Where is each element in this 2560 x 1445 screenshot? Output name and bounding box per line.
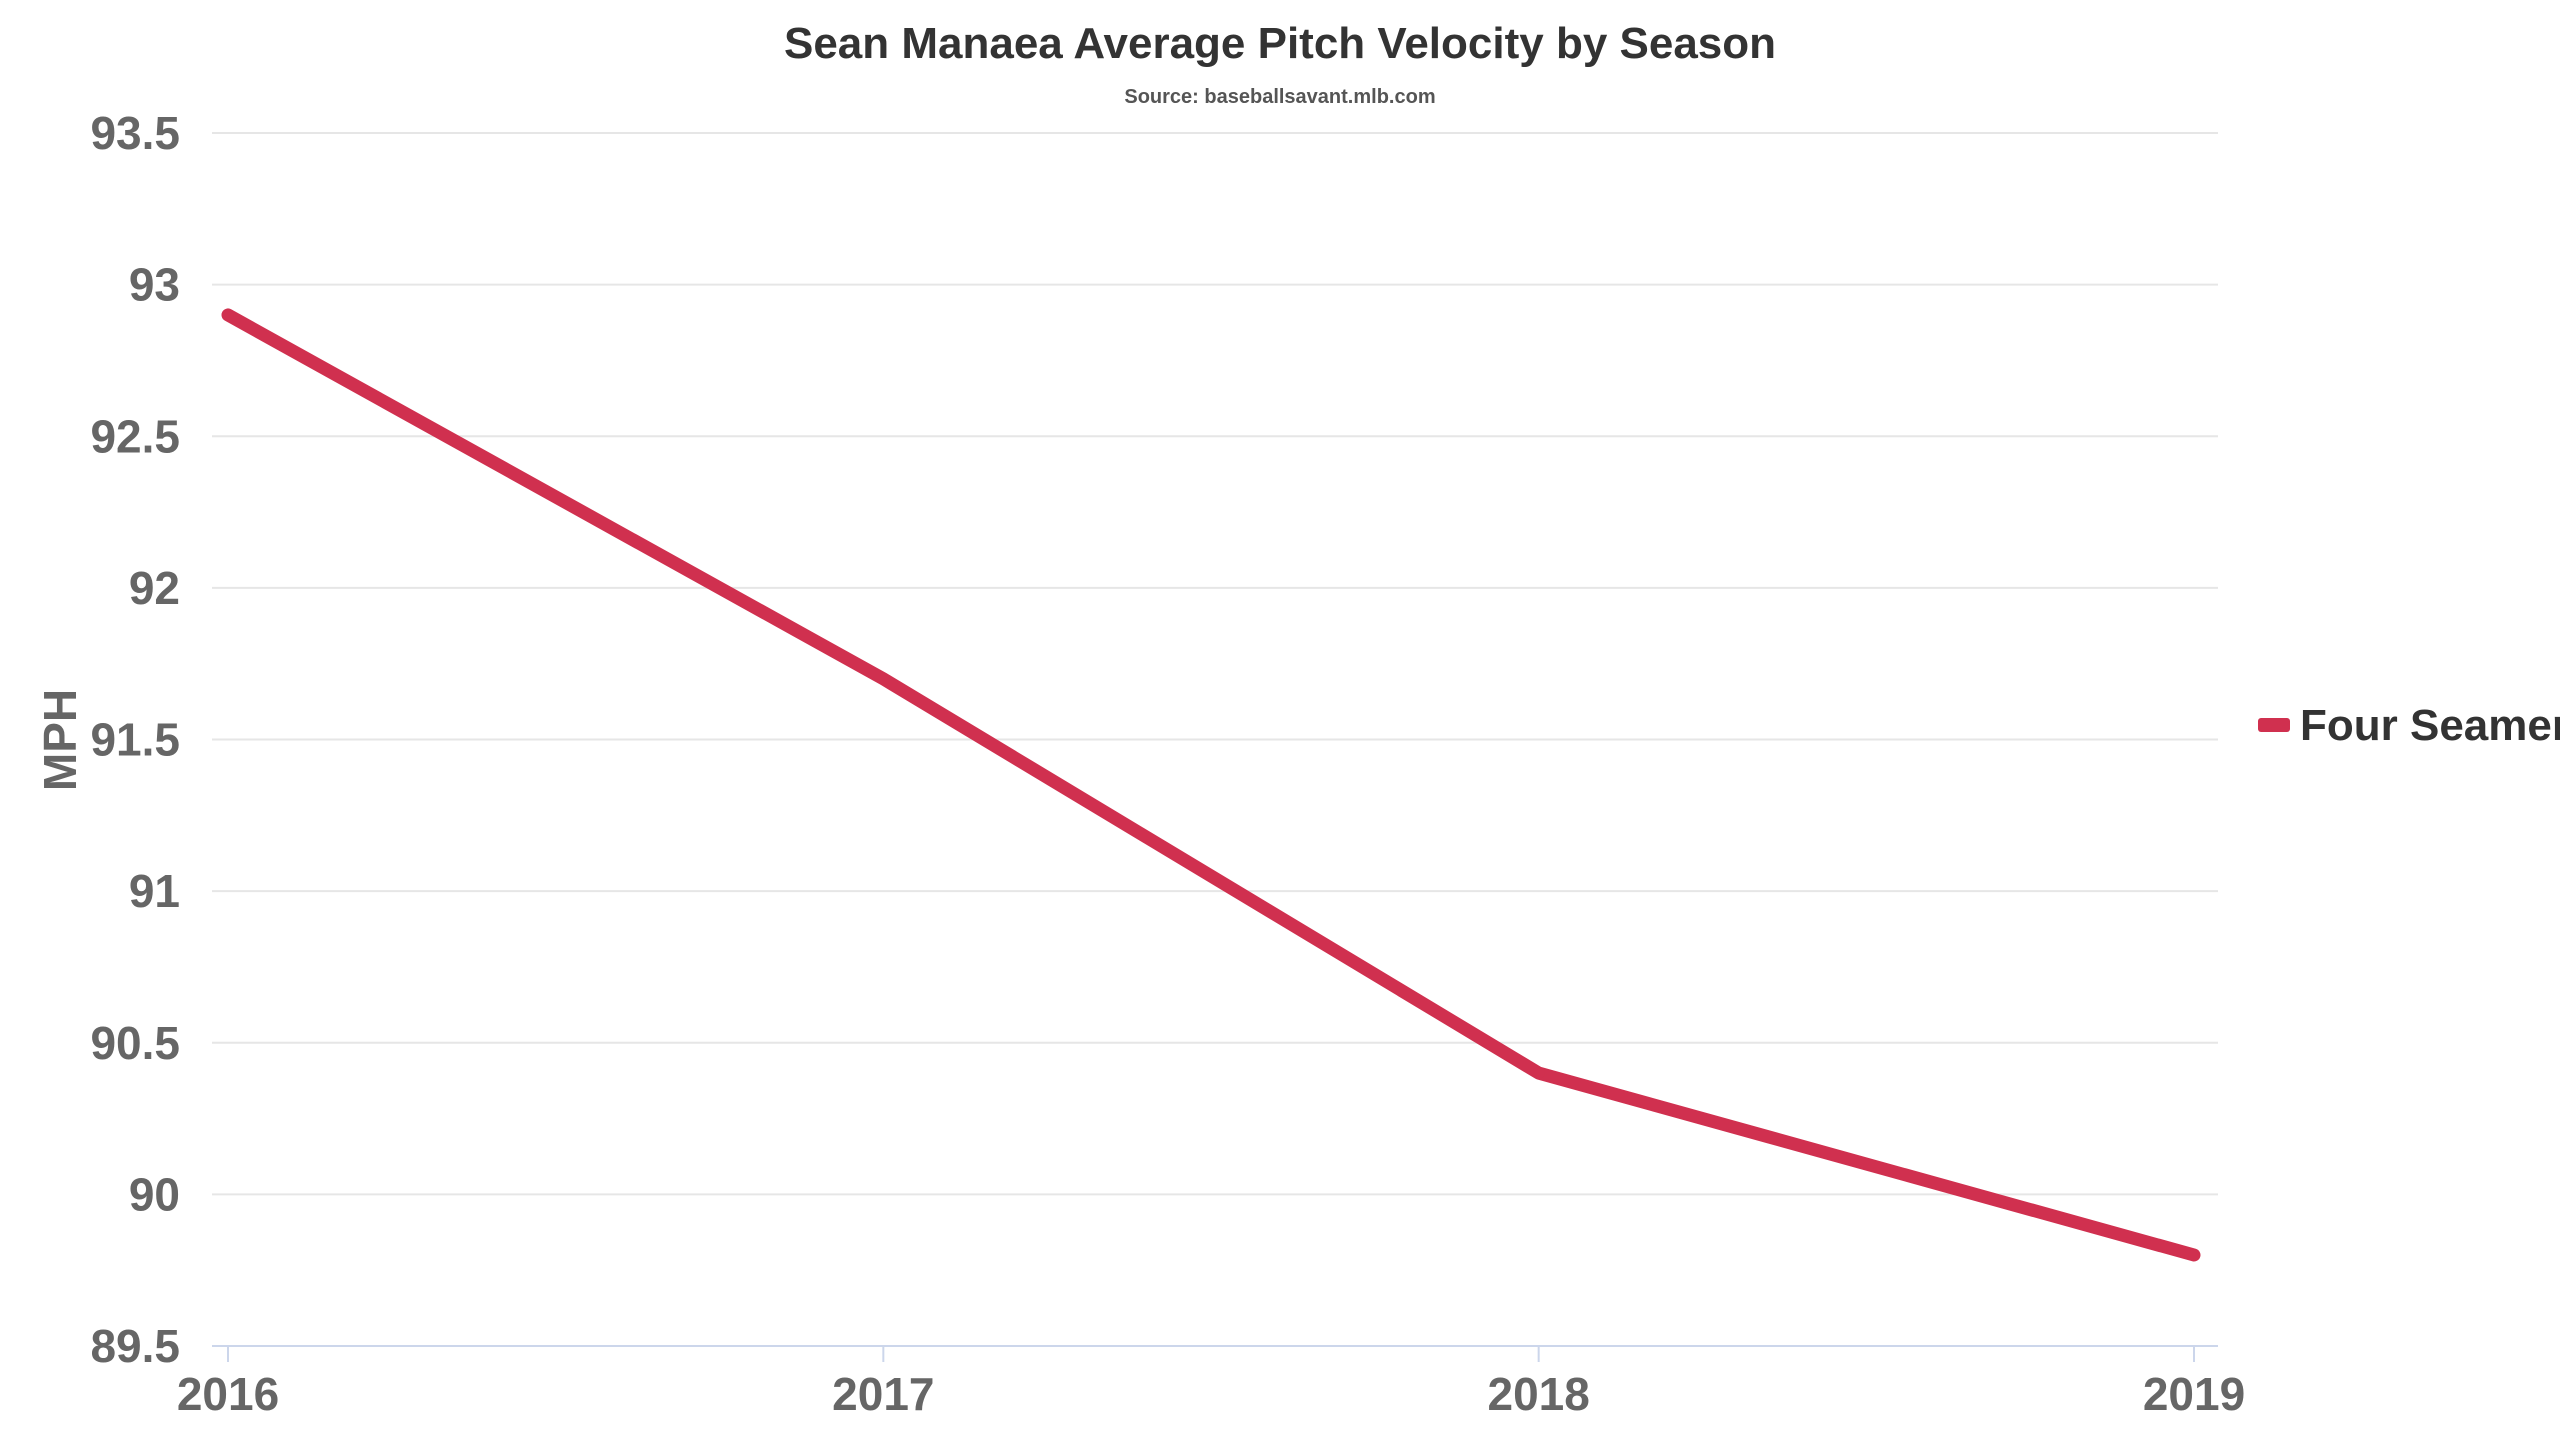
x-tick-label: 2018 xyxy=(1487,1368,1589,1420)
series-lines xyxy=(221,308,2201,1262)
y-tick-label: 91 xyxy=(129,865,180,917)
x-tick-label: 2019 xyxy=(2143,1368,2245,1420)
gridlines xyxy=(212,132,2218,1196)
chart-subtitle: Source: baseballsavant.mlb.com xyxy=(1124,86,1435,108)
x-tick-label: 2016 xyxy=(177,1368,279,1420)
legend[interactable]: Four Seamer xyxy=(2258,701,2560,750)
y-tick-label: 89.5 xyxy=(90,1320,180,1372)
legend-label[interactable]: Four Seamer xyxy=(2300,701,2560,750)
y-tick-label: 92.5 xyxy=(90,410,180,462)
y-tick-label: 90.5 xyxy=(90,1017,180,1069)
data-point[interactable] xyxy=(1532,1067,1545,1080)
x-tick-label: 2017 xyxy=(832,1368,934,1420)
y-axis-tick-labels: 93.5 93 92.5 92 91.5 91 90.5 90 89.5 xyxy=(90,107,180,1372)
data-point[interactable] xyxy=(877,672,890,685)
y-axis-title: MPH xyxy=(34,689,86,791)
y-tick-label: 93 xyxy=(129,259,180,311)
y-tick-label: 91.5 xyxy=(90,714,180,766)
series-line[interactable] xyxy=(221,308,2201,1262)
x-axis: 2016 2017 2018 2019 xyxy=(177,1345,2245,1420)
chart-title: Sean Manaea Average Pitch Velocity by Se… xyxy=(784,19,1776,68)
y-tick-label: 90 xyxy=(129,1168,180,1220)
data-point[interactable] xyxy=(2188,1249,2200,1262)
legend-swatch xyxy=(2258,718,2290,732)
y-tick-label: 92 xyxy=(129,562,180,614)
y-tick-label: 93.5 xyxy=(90,107,180,159)
data-point[interactable] xyxy=(222,308,234,321)
